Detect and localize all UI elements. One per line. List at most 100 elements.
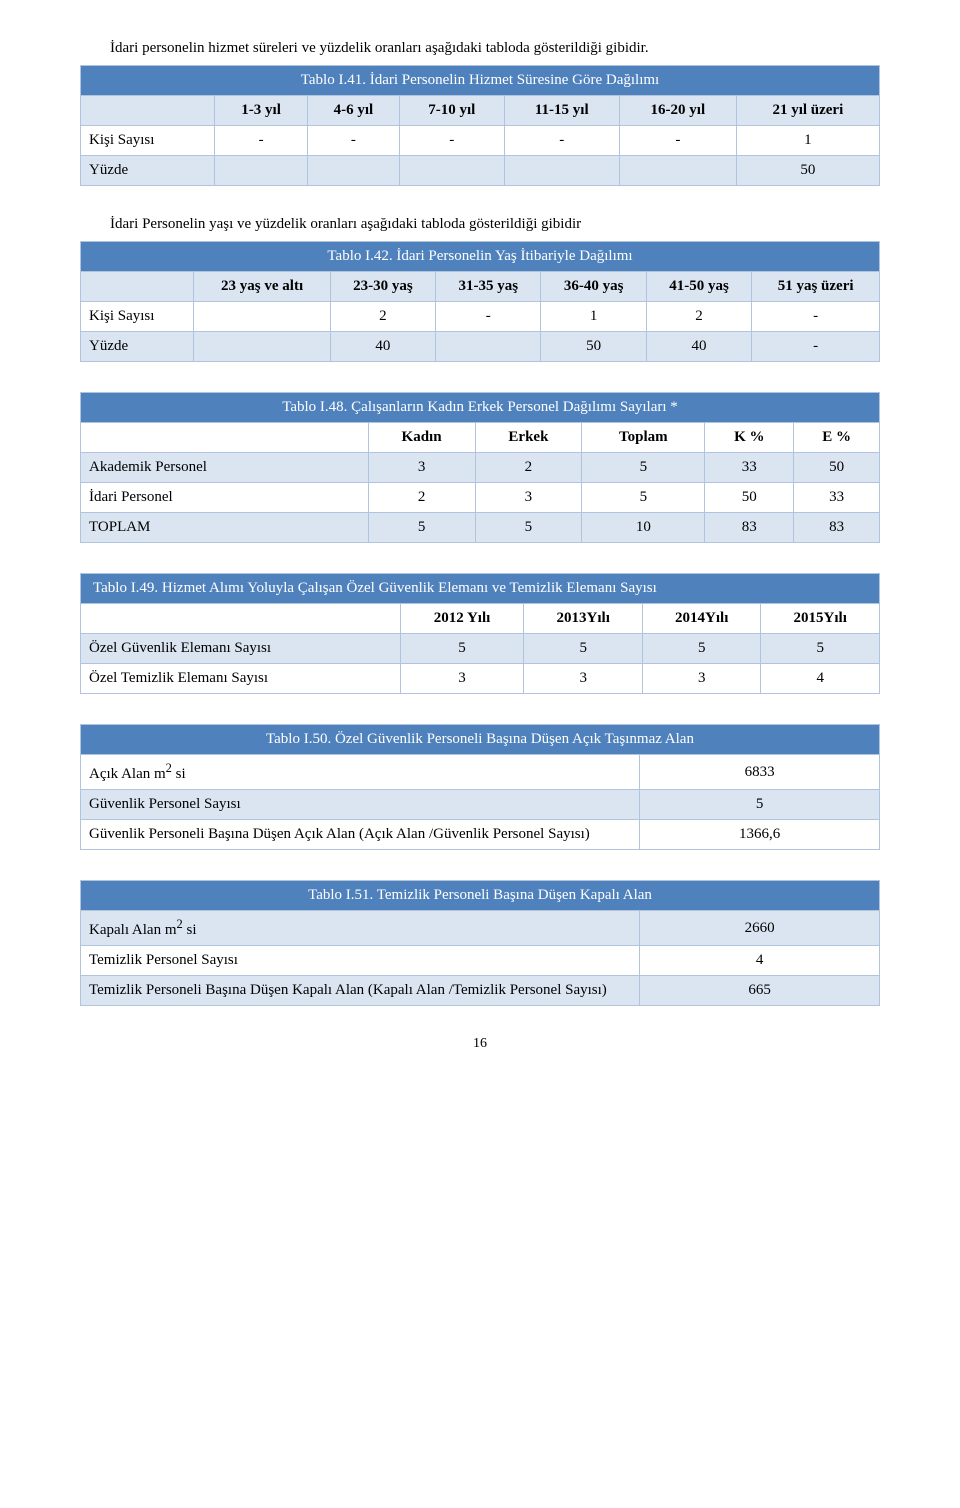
t42-h0	[81, 272, 194, 302]
t41-r0-label: Kişi Sayısı	[81, 126, 215, 156]
t48-r1-label: İdari Personel	[81, 483, 369, 513]
table-51-title: Tablo I.51. Temizlik Personeli Başına Dü…	[81, 881, 880, 911]
t42-h4: 36-40 yaş	[541, 272, 646, 302]
t49-r1-c2: 3	[642, 664, 761, 694]
t42-r0-c2: -	[436, 302, 541, 332]
t51-r2-val: 665	[640, 976, 880, 1006]
t42-r1-c3: 50	[541, 332, 646, 362]
t48-r2-c4: 83	[794, 513, 880, 543]
t41-r0-c0: -	[215, 126, 307, 156]
t49-r1-label: Özel Temizlik Elemanı Sayısı	[81, 664, 401, 694]
t42-h6: 51 yaş üzeri	[752, 272, 880, 302]
t42-h1: 23 yaş ve altı	[194, 272, 330, 302]
table-49: Tablo I.49. Hizmet Alımı Yoluyla Çalışan…	[80, 573, 880, 694]
page-number: 16	[80, 1036, 880, 1052]
t41-r0-c2: -	[400, 126, 505, 156]
t48-r2-c3: 83	[705, 513, 794, 543]
t49-h2: 2013Yılı	[524, 604, 643, 634]
t42-r0-c5: -	[752, 302, 880, 332]
t48-r2-c1: 5	[475, 513, 582, 543]
t49-r1-c0: 3	[400, 664, 524, 694]
t42-r1-c1: 40	[330, 332, 435, 362]
t42-h3: 31-35 yaş	[436, 272, 541, 302]
t48-h0	[81, 423, 369, 453]
t48-r0-c4: 50	[794, 453, 880, 483]
t41-r0-c3: -	[504, 126, 619, 156]
t50-r2-label: Güvenlik Personeli Başına Düşen Açık Ala…	[81, 820, 640, 850]
t42-r1-c4: 40	[646, 332, 751, 362]
t50-r0-val: 6833	[640, 755, 880, 790]
t41-r1-c5: 50	[736, 156, 879, 186]
t42-r0-c3: 1	[541, 302, 646, 332]
t42-r0-c1: 2	[330, 302, 435, 332]
t48-r0-c1: 2	[475, 453, 582, 483]
t49-r1-c1: 3	[524, 664, 643, 694]
t51-r0-label: Kapalı Alan m2 si	[81, 911, 640, 946]
t51-r1-label: Temizlik Personel Sayısı	[81, 946, 640, 976]
t42-h2: 23-30 yaş	[330, 272, 435, 302]
t41-r1-c4	[619, 156, 736, 186]
t41-r1-c2	[400, 156, 505, 186]
t48-r0-c0: 3	[368, 453, 475, 483]
t49-r1-c3: 4	[761, 664, 880, 694]
t48-h3: Toplam	[582, 423, 705, 453]
t41-r1-c0	[215, 156, 307, 186]
t51-r1-val: 4	[640, 946, 880, 976]
t41-h1: 1-3 yıl	[215, 96, 307, 126]
t49-h3: 2014Yılı	[642, 604, 761, 634]
t50-r1-label: Güvenlik Personel Sayısı	[81, 790, 640, 820]
t49-r0-label: Özel Güvenlik Elemanı Sayısı	[81, 634, 401, 664]
t49-r0-c1: 5	[524, 634, 643, 664]
t48-r2-label: TOPLAM	[81, 513, 369, 543]
t42-r0-c0	[194, 302, 330, 332]
t42-r1-c5: -	[752, 332, 880, 362]
t49-r0-c0: 5	[400, 634, 524, 664]
t42-r1-c0	[194, 332, 330, 362]
table-48: Tablo I.48. Çalışanların Kadın Erkek Per…	[80, 392, 880, 543]
table-50-title: Tablo I.50. Özel Güvenlik Personeli Başı…	[81, 725, 880, 755]
table-42: Tablo I.42. İdari Personelin Yaş İtibari…	[80, 241, 880, 362]
table-41-title: Tablo I.41. İdari Personelin Hizmet Süre…	[81, 66, 880, 96]
t48-r1-c0: 2	[368, 483, 475, 513]
t41-h5: 16-20 yıl	[619, 96, 736, 126]
t48-r2-c2: 10	[582, 513, 705, 543]
t42-r0-c4: 2	[646, 302, 751, 332]
t42-r1-label: Yüzde	[81, 332, 194, 362]
intro-2: İdari Personelin yaşı ve yüzdelik oranla…	[80, 216, 880, 233]
t41-h0	[81, 96, 215, 126]
t48-r0-c3: 33	[705, 453, 794, 483]
t51-r2-label: Temizlik Personeli Başına Düşen Kapalı A…	[81, 976, 640, 1006]
t48-r1-c2: 5	[582, 483, 705, 513]
t48-h1: Kadın	[368, 423, 475, 453]
t41-r1-c1	[307, 156, 399, 186]
t41-h3: 7-10 yıl	[400, 96, 505, 126]
t48-r0-label: Akademik Personel	[81, 453, 369, 483]
table-49-title: Tablo I.49. Hizmet Alımı Yoluyla Çalışan…	[81, 574, 880, 604]
t41-r0-c5: 1	[736, 126, 879, 156]
t49-h1: 2012 Yılı	[400, 604, 524, 634]
t41-r0-c4: -	[619, 126, 736, 156]
intro-1: İdari personelin hizmet süreleri ve yüzd…	[80, 40, 880, 57]
table-50: Tablo I.50. Özel Güvenlik Personeli Başı…	[80, 724, 880, 850]
t48-r2-c0: 5	[368, 513, 475, 543]
t42-h5: 41-50 yaş	[646, 272, 751, 302]
t50-r1-val: 5	[640, 790, 880, 820]
t48-r1-c1: 3	[475, 483, 582, 513]
t41-h2: 4-6 yıl	[307, 96, 399, 126]
t49-r0-c2: 5	[642, 634, 761, 664]
t51-r0-val: 2660	[640, 911, 880, 946]
t41-h6: 21 yıl üzeri	[736, 96, 879, 126]
table-48-title: Tablo I.48. Çalışanların Kadın Erkek Per…	[81, 393, 880, 423]
t48-r1-c3: 50	[705, 483, 794, 513]
t48-h2: Erkek	[475, 423, 582, 453]
t49-h0	[81, 604, 401, 634]
t50-r0-label: Açık Alan m2 si	[81, 755, 640, 790]
t48-r0-c2: 5	[582, 453, 705, 483]
t48-h4: K %	[705, 423, 794, 453]
table-41: Tablo I.41. İdari Personelin Hizmet Süre…	[80, 65, 880, 186]
t48-r1-c4: 33	[794, 483, 880, 513]
t48-h5: E %	[794, 423, 880, 453]
t41-h4: 11-15 yıl	[504, 96, 619, 126]
t49-r0-c3: 5	[761, 634, 880, 664]
t50-r2-val: 1366,6	[640, 820, 880, 850]
